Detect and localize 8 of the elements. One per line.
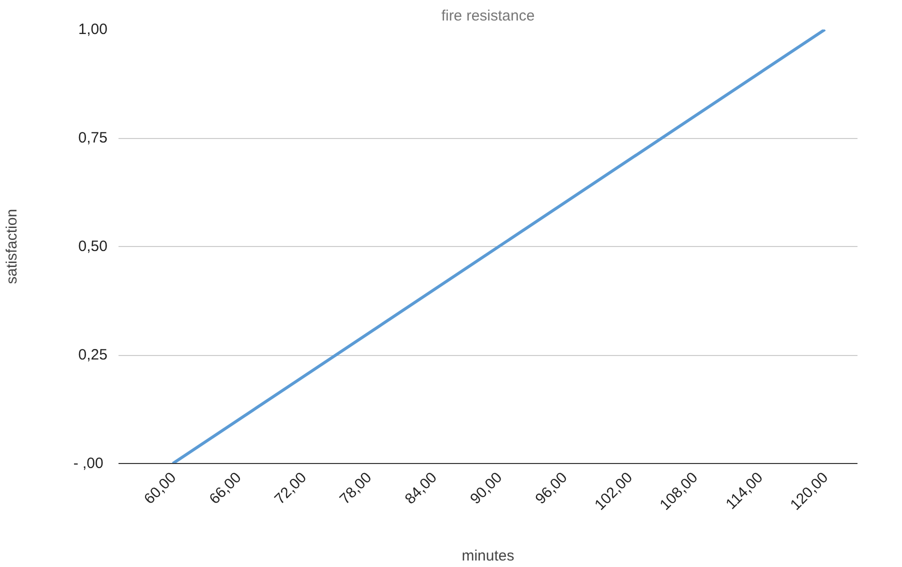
x-axis-title: minutes <box>462 548 514 565</box>
chart-title: fire resistance <box>441 8 535 24</box>
y-tick-label: - ,00 <box>73 455 104 472</box>
y-tick-label: 0,25 <box>78 346 108 364</box>
y-tick-label: 0,75 <box>78 130 108 146</box>
y-tick-label: 0,50 <box>78 238 108 255</box>
y-axis-title: satisfaction <box>3 208 20 284</box>
y-tick-label: 1,00 <box>78 21 108 38</box>
